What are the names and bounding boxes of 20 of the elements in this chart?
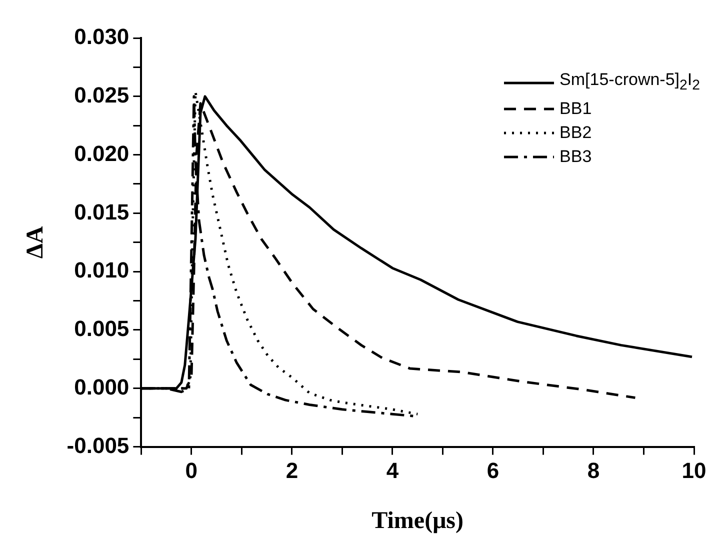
y-tick-label: 0.015 [74, 199, 130, 224]
y-axis-title: ΔA [22, 226, 49, 259]
legend-label: BB2 [560, 122, 592, 144]
legend-label: Sm[15-crown-5]$_{2}$I$_{2}$ [560, 69, 700, 96]
y-tick-label: 0.020 [74, 140, 130, 166]
y-tick-label: -0.005 [66, 432, 130, 458]
y-tick-label: 0.025 [74, 82, 130, 108]
y-tick-label: 0.000 [74, 374, 130, 400]
x-tick-label: 10 [682, 458, 706, 484]
x-tick-label: 8 [587, 458, 600, 484]
x-axis-title: Time(μs) [372, 508, 464, 534]
y-tick-label: 0.010 [74, 258, 130, 283]
x-tick-label: 6 [486, 458, 500, 484]
x-tick-label: 0 [185, 458, 198, 484]
x-tick-label: 4 [386, 458, 400, 484]
x-tick-label: 2 [286, 458, 298, 484]
legend-label: BB3 [560, 146, 592, 168]
y-tick-label: 0.005 [74, 316, 130, 342]
y-tick-label: 0.030 [74, 24, 130, 50]
legend-label: BB1 [560, 98, 592, 120]
